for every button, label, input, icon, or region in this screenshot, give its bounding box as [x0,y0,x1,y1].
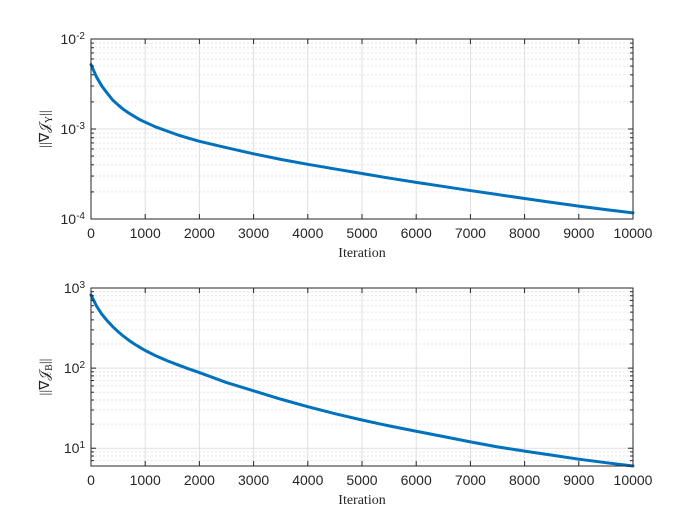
top-chart-x-tick-label: 0 [87,225,95,241]
bottom-chart-x-tick-label: 6000 [401,472,432,488]
top-chart-x-tick-label: 4000 [292,225,323,241]
bottom-chart-x-tick-label: 5000 [346,472,377,488]
bottom-chart-x-tick-label: 4000 [292,472,323,488]
top-chart-y-axis-label-sub: Y [44,116,55,123]
top-chart-series-line [89,63,635,215]
top-chart-x-tick-label: 1000 [130,225,161,241]
top-chart-panel: 0 1000 2000 3000 4000 5000 6000 7000 8000 9000 100… [38,31,653,262]
bottom-chart-ticks: 0 1000 2000 3000 4000 5000 6000 7000 8000 9000 100… [64,280,653,489]
bottom-chart-x-tick-label: 3000 [238,472,269,488]
bottom-chart-panel: 0 1000 2000 3000 4000 5000 6000 7000 8000 9000 100… [38,280,653,509]
top-chart-y-axis-label-main: ||∇𝒥 [38,121,53,148]
bottom-chart-x-tick-label: 10000 [614,472,653,488]
top-chart-y-tick-label: 10-2 [61,31,86,48]
bottom-chart-x-tick-label: 9000 [563,472,594,488]
top-chart-x-tick-label: 6000 [401,225,432,241]
top-chart-x-tick-label: 7000 [455,225,486,241]
bottom-chart-x-tick-label: 8000 [509,472,540,488]
top-chart-x-tick-label: 8000 [509,225,540,241]
top-chart-x-tick-label: 2000 [184,225,215,241]
bottom-chart-grid [91,288,633,466]
bottom-chart-series-line [89,293,635,468]
top-chart-y-tick-label: 10-4 [61,211,86,228]
bottom-chart-y-axis-label-sub: B [44,364,55,371]
top-chart-y-tick-label: 10-3 [61,121,86,138]
top-chart-y-axis-label-end: || [38,110,53,116]
top-chart-ticks: 0 1000 2000 3000 4000 5000 6000 7000 8000 9000 100… [61,31,653,242]
top-chart-x-tick-label: 10000 [614,225,653,241]
bottom-chart-x-tick-label: 7000 [455,472,486,488]
bottom-chart-y-tick-label: 102 [64,360,86,377]
top-chart-x-tick-label: 9000 [563,225,594,241]
top-chart-x-tick-label: 3000 [238,225,269,241]
top-chart-grid [91,39,633,219]
bottom-chart-y-tick-label: 101 [64,440,86,457]
bottom-chart-y-axis-label: ||∇𝒥B|| [38,359,55,396]
top-chart-x-axis-label: Iteration [338,246,385,261]
bottom-chart-x-tick-label: 1000 [130,472,161,488]
bottom-chart-y-axis-label-end: || [38,359,53,365]
bottom-chart-x-tick-label: 0 [87,472,95,488]
bottom-chart-y-axis-label-main: ||∇𝒥 [38,368,53,395]
bottom-chart-x-axis-label: Iteration [338,493,385,508]
top-chart-x-tick-label: 5000 [346,225,377,241]
top-chart-series [89,63,635,215]
bottom-chart-y-tick-label: 103 [64,280,86,297]
bottom-chart-series [89,293,635,468]
top-chart-y-axis-label: ||∇𝒥Y|| [38,110,55,147]
bottom-chart-x-tick-label: 2000 [184,472,215,488]
